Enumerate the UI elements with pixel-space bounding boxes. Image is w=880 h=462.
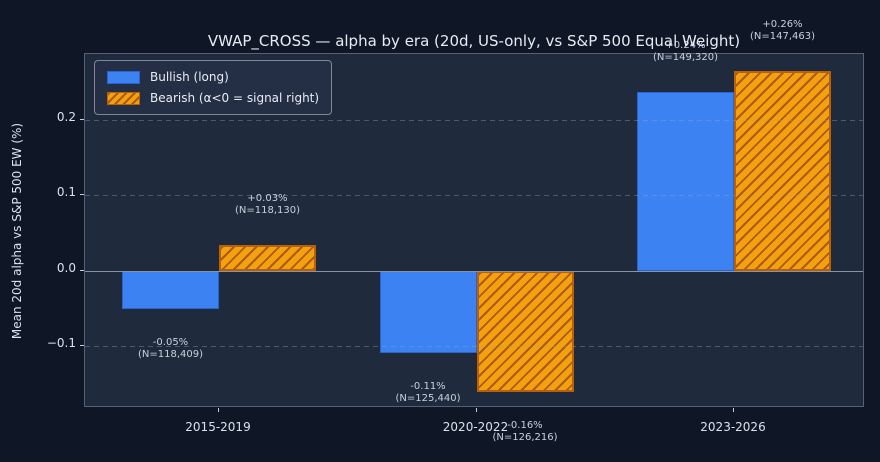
- bar-bullish-2015-2019: [122, 271, 219, 309]
- y-tick-mark: [80, 194, 84, 195]
- y-tick-mark: [80, 345, 84, 346]
- bar-value-label: -0.11%: [410, 381, 446, 392]
- bar-value-label: +0.24%: [665, 40, 706, 51]
- gridline: [85, 120, 863, 121]
- bar-value-label: -0.05%: [152, 337, 189, 348]
- bar-bearish-2023-2026: [734, 71, 831, 271]
- x-tick-mark: [475, 408, 477, 412]
- y-tick-mark: [80, 270, 84, 271]
- bar-label: +0.26% (N=147,463): [750, 19, 815, 43]
- bar-label: +0.03% (N=118,130): [235, 193, 300, 217]
- bar-n-label: (N=118,130): [234, 205, 301, 216]
- gridline: [85, 195, 863, 196]
- zero-axis-line: [85, 271, 863, 272]
- y-tick-label: 0.1: [56, 185, 76, 199]
- bar-value-label: +0.26%: [762, 19, 803, 30]
- bar-n-label: (N=147,463): [749, 31, 816, 42]
- bar-label: -0.16% (N=126,216): [492, 420, 557, 444]
- bar-bullish-2023-2026: [637, 92, 734, 271]
- legend-item-bearish: Bearish (α<0 = signal right): [107, 91, 319, 105]
- chart-title: VWAP_CROSS — alpha by era (20d, US-only,…: [207, 32, 741, 50]
- legend-item-bullish: Bullish (long): [107, 70, 319, 84]
- bar-label: +0.24% (N=149,320): [653, 40, 718, 64]
- bar-bearish-2020-2022: [476, 271, 574, 392]
- bar-value-label: +0.03%: [247, 193, 288, 204]
- y-tick-mark: [80, 119, 84, 120]
- legend-label-bearish: Bearish (α<0 = signal right): [150, 91, 320, 105]
- x-tick-label: 2023-2026: [700, 420, 766, 434]
- legend-label-bullish: Bullish (long): [150, 70, 229, 84]
- x-tick-label: 2020-2022: [442, 420, 509, 434]
- y-tick-label: −0.1: [46, 336, 76, 350]
- bar-bullish-2020-2022: [379, 271, 477, 353]
- legend: Bullish (long) Bearish (α<0 = signal rig…: [94, 60, 333, 115]
- y-tick-label: 0.2: [56, 110, 76, 124]
- plot-area: Bullish (long) Bearish (α<0 = signal rig…: [84, 19, 864, 443]
- y-tick-label: 0.0: [56, 261, 76, 275]
- gridline: [85, 346, 863, 347]
- bar-n-label: (N=149,320): [652, 52, 719, 63]
- bar-value-label: -0.16%: [507, 420, 543, 431]
- bar-n-label: (N=125,440): [395, 393, 461, 404]
- x-tick-mark: [218, 408, 219, 412]
- bar-bearish-2015-2019: [219, 245, 316, 271]
- legend-swatch-bearish: [107, 91, 140, 105]
- bar-n-label: (N=126,216): [492, 432, 558, 443]
- x-tick-mark: [733, 408, 734, 412]
- bar-label: -0.05% (N=118,409): [138, 337, 203, 361]
- bar-n-label: (N=118,409): [137, 349, 204, 360]
- legend-swatch-bullish: [107, 70, 140, 84]
- y-axis-label: Mean 20d alpha vs S&P 500 EW (%): [10, 122, 24, 340]
- bar-label: -0.11% (N=125,440): [395, 381, 460, 405]
- x-tick-label: 2015-2019: [185, 420, 251, 434]
